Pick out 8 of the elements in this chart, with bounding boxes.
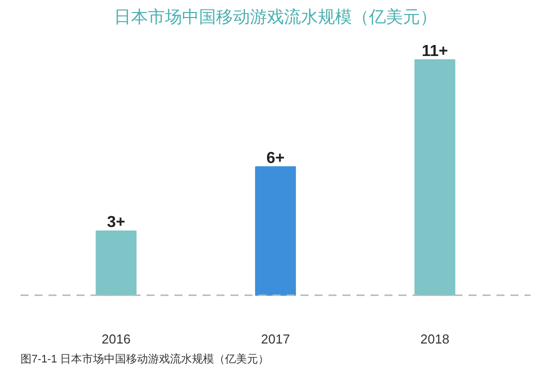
- caption: 图7-1-1 日本市场中国移动游戏流水规模（亿美元）: [20, 352, 270, 366]
- data-label: 3+: [107, 214, 126, 232]
- x-tick-label: 2018: [420, 332, 450, 346]
- x-tick-label: 2016: [102, 332, 131, 346]
- chart-title: 日本市场中国移动游戏流水规模（亿美元）: [114, 8, 437, 26]
- x-tick-label: 2017: [261, 332, 290, 346]
- data-label: 6+: [266, 150, 285, 167]
- data-label: 11+: [422, 42, 448, 60]
